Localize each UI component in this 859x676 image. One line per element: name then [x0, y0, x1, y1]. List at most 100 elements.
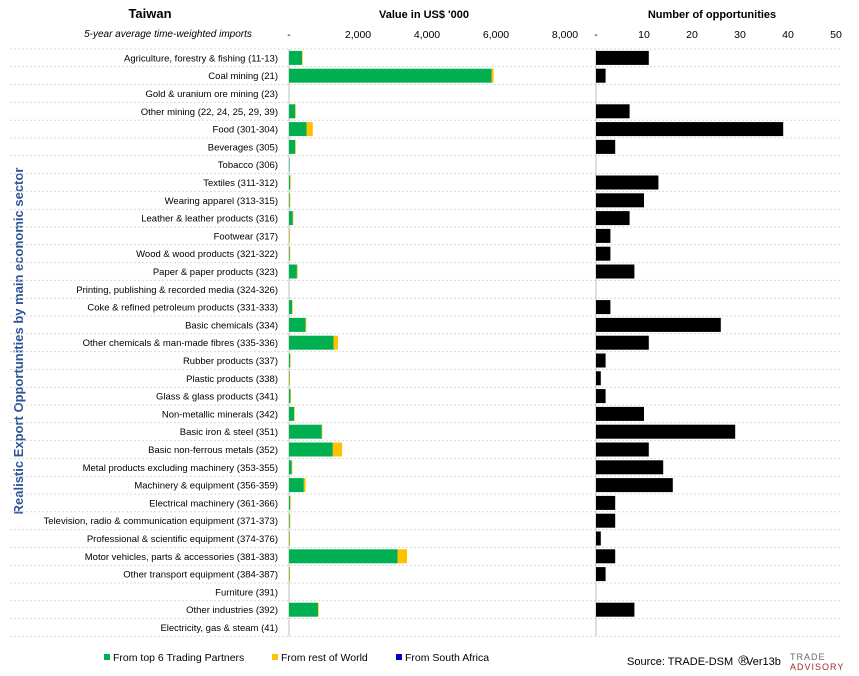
category-label: Agriculture, forestry & fishing (11-13) — [124, 53, 278, 64]
count-bars — [596, 50, 784, 617]
category-label: Other chemicals & man-made fibres (335-3… — [83, 338, 278, 349]
legend-swatch — [104, 654, 110, 660]
value-bar-series-1 — [305, 317, 307, 332]
category-label: Television, radio & communication equipm… — [44, 516, 278, 527]
count-axis-ticks: - 10 20 30 40 50 — [594, 29, 842, 41]
category-label: Electrical machinery (361-366) — [149, 498, 278, 509]
value-bar-series-1 — [332, 442, 343, 457]
value-bar-series-1 — [491, 68, 494, 83]
value-bar-series-1 — [289, 193, 291, 208]
value-bar-series-0 — [289, 478, 304, 493]
category-label: Food (301-304) — [213, 125, 278, 136]
count-tick-label: 40 — [782, 29, 794, 41]
category-label: Footwear (317) — [214, 231, 278, 242]
category-label: Basic non-ferrous metals (352) — [148, 445, 278, 456]
value-bar-series-0 — [289, 406, 295, 421]
value-bar-series-1 — [291, 460, 293, 475]
value-bar-series-0 — [289, 104, 296, 119]
value-bar-series-0 — [289, 50, 303, 65]
value-bar-series-0 — [289, 317, 306, 332]
logo-line-1: TRADE — [790, 652, 826, 662]
count-bar — [596, 460, 664, 475]
category-label: Professional & scientific equipment (374… — [87, 534, 278, 545]
count-bar — [596, 228, 611, 243]
value-bar-series-0 — [289, 264, 297, 279]
category-label: Non-metallic minerals (342) — [162, 409, 278, 420]
value-bar-series-0 — [289, 531, 290, 546]
value-bar-series-0 — [289, 175, 291, 190]
value-bar-series-0 — [289, 300, 293, 315]
category-label: Other industries (392) — [186, 605, 278, 616]
category-label: Metal products excluding machinery (353-… — [83, 463, 278, 474]
category-label: Beverages (305) — [208, 142, 278, 153]
count-bar — [596, 193, 644, 208]
legend-label: From top 6 Trading Partners — [113, 652, 244, 664]
value-bar-series-1 — [289, 371, 290, 386]
value-bars — [289, 50, 494, 617]
value-bar-series-1 — [295, 104, 296, 119]
category-label: Furniture (391) — [215, 587, 278, 598]
count-bar — [596, 602, 635, 617]
value-bar-series-1 — [306, 122, 313, 137]
chart-title: Taiwan — [128, 6, 171, 21]
count-bar — [596, 211, 630, 226]
count-bar — [596, 424, 736, 439]
value-bar-series-1 — [290, 495, 291, 510]
count-bar — [596, 531, 601, 546]
value-bar-series-0 — [289, 460, 292, 475]
value-bar-series-1 — [292, 211, 294, 226]
trade-advisory-logo: TRADE ADVISORY — [790, 652, 843, 672]
count-bar — [596, 335, 649, 350]
count-tick-label: 10 — [638, 29, 650, 41]
value-bar-series-0 — [289, 211, 293, 226]
count-bar — [596, 50, 649, 65]
value-bar-series-1 — [333, 335, 338, 350]
legend-label: From rest of World — [281, 652, 368, 664]
count-bar — [596, 300, 611, 315]
count-bar — [596, 549, 616, 564]
value-tick-label: 8,000 — [552, 29, 578, 41]
y-axis-label: Realistic Export Opportunities by main e… — [11, 168, 26, 515]
count-bar — [596, 104, 630, 119]
count-tick-label: - — [594, 29, 598, 41]
category-label: Paper & paper products (323) — [153, 267, 278, 278]
value-bar-series-0 — [289, 389, 291, 404]
value-bar-series-0 — [289, 513, 290, 528]
value-bar-series-0 — [289, 246, 290, 261]
value-bar-series-1 — [292, 300, 293, 315]
value-bar-series-0 — [289, 567, 290, 582]
value-bar-series-1 — [294, 406, 295, 421]
count-bar — [596, 389, 606, 404]
count-bar — [596, 246, 611, 261]
legend-swatch — [272, 654, 278, 660]
value-bar-series-0 — [289, 157, 290, 172]
legend: From top 6 Trading Partners From rest of … — [104, 652, 489, 664]
count-tick-label: 50 — [830, 29, 842, 41]
value-axis-title: Value in US$ '000 — [379, 9, 469, 21]
count-bar — [596, 478, 673, 493]
value-bar-series-0 — [289, 602, 318, 617]
category-label: Electricity, gas & steam (41) — [160, 623, 278, 634]
value-bar-series-1 — [289, 531, 290, 546]
category-label: Machinery & equipment (356-359) — [134, 481, 278, 492]
category-label: Textiles (311-312) — [203, 178, 278, 189]
value-bar-series-0 — [289, 193, 290, 208]
value-bar-series-0 — [289, 122, 307, 137]
value-bar-series-1 — [289, 246, 291, 261]
category-label: Tobacco (306) — [218, 160, 278, 171]
category-label: Printing, publishing & recorded media (3… — [76, 285, 278, 296]
value-bar-series-1 — [289, 567, 290, 582]
value-bar-series-1 — [289, 228, 290, 243]
value-bar-series-1 — [295, 139, 296, 154]
category-label: Other transport equipment (384-387) — [123, 570, 278, 581]
category-label: Other mining (22, 24, 25, 29, 39) — [141, 107, 278, 118]
count-tick-label: 30 — [734, 29, 746, 41]
value-bar-series-1 — [302, 50, 303, 65]
value-bar-series-0 — [289, 335, 334, 350]
value-bar-series-1 — [290, 389, 291, 404]
value-bar-series-0 — [289, 371, 290, 386]
registered-mark: ® — [738, 652, 749, 668]
value-bar-series-0 — [289, 424, 322, 439]
count-bar — [596, 139, 616, 154]
